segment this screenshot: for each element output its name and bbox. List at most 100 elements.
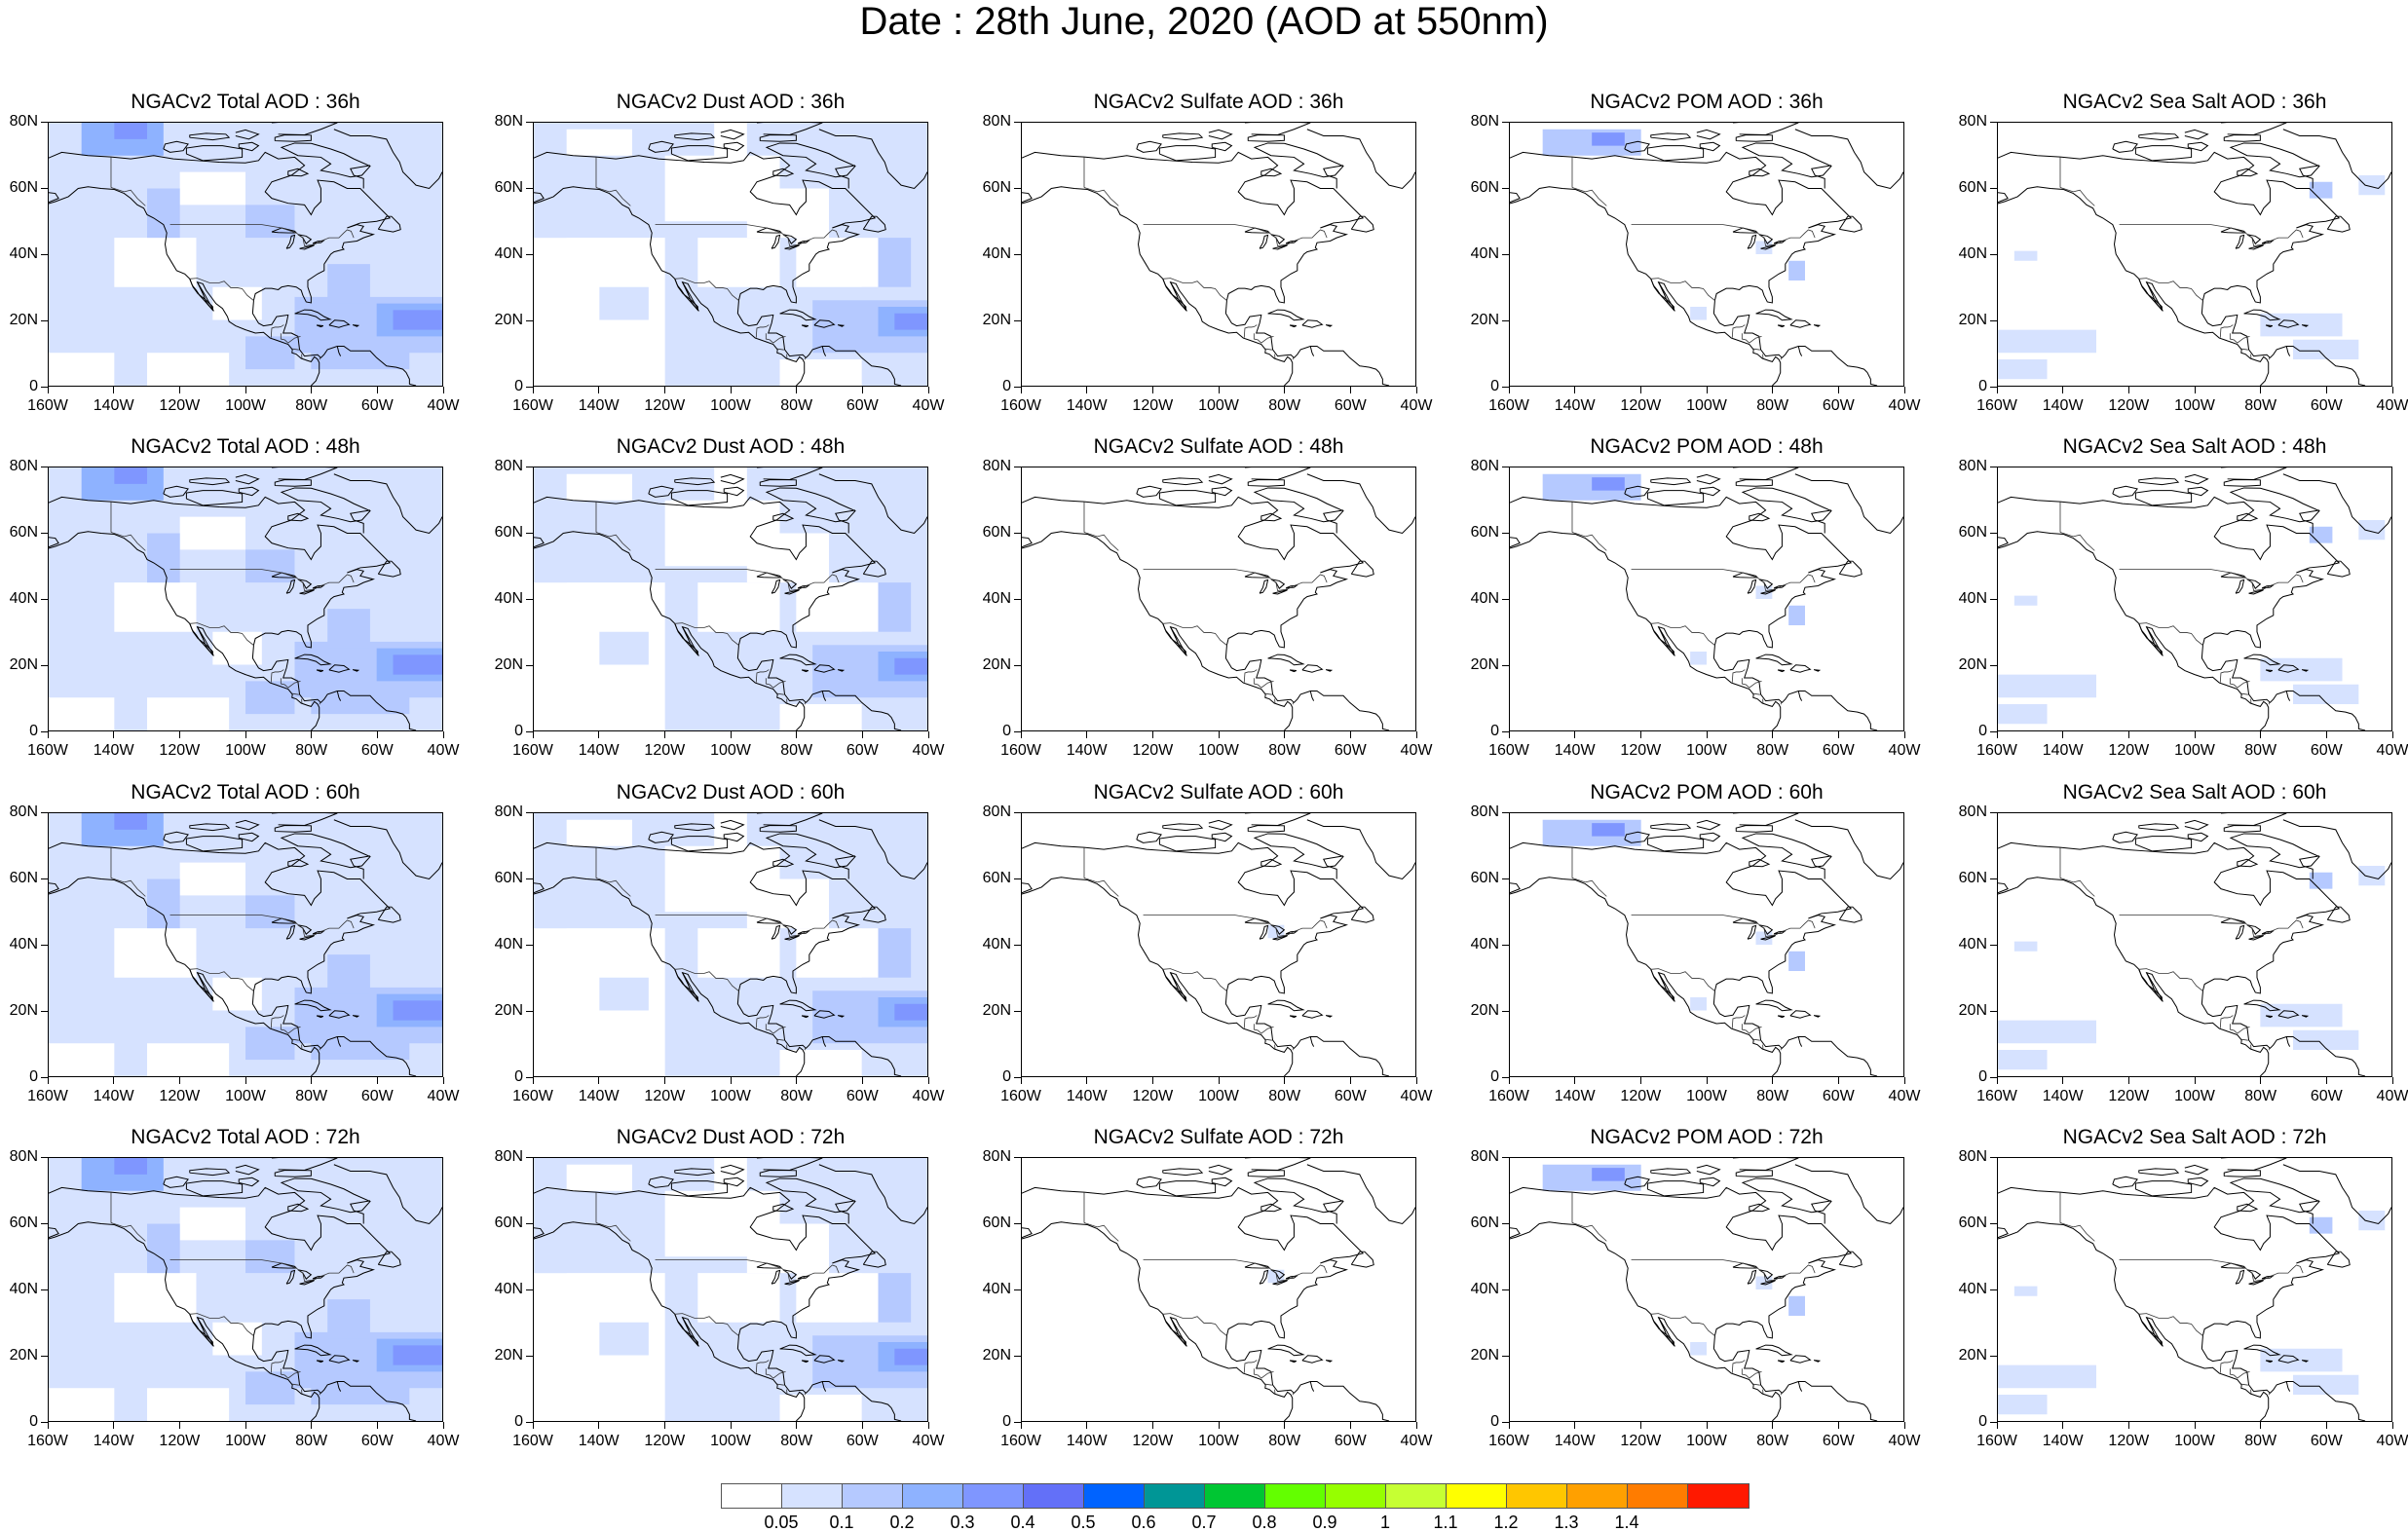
- y-tick-mark: [1014, 254, 1021, 255]
- x-tick-mark: [1772, 1077, 1773, 1084]
- map-canvas: [1510, 123, 1903, 386]
- aod-shading-cell: [1998, 1395, 2048, 1414]
- aod-shading-cell: [245, 1371, 295, 1404]
- x-tick-mark: [1904, 731, 1905, 738]
- y-tick-mark: [1990, 665, 1997, 666]
- aod-shading-cell: [147, 697, 229, 730]
- country-border: [1732, 670, 1745, 683]
- aod-shading-cell: [567, 474, 632, 501]
- aod-shading-cell: [311, 1037, 409, 1061]
- country-border: [2220, 670, 2233, 683]
- y-tick-label: 40N: [10, 590, 38, 608]
- aod-shading-cell: [114, 123, 147, 139]
- y-tick-mark: [41, 320, 48, 321]
- y-tick-mark: [1014, 387, 1021, 388]
- panel-title: NGACv2 Total AOD : 60h: [48, 781, 443, 804]
- coastline: [1748, 925, 1755, 939]
- y-tick-label: 60N: [495, 524, 523, 542]
- colorbar-swatch: [1688, 1484, 1749, 1508]
- x-tick-mark: [1021, 387, 1022, 393]
- aod-shading-cell: [1543, 130, 1641, 156]
- coastline: [2231, 488, 2319, 522]
- map-canvas: [534, 123, 927, 386]
- x-tick-mark: [862, 1422, 863, 1429]
- x-tick-label: 140W: [2043, 1433, 2084, 1450]
- x-tick-mark: [1574, 1077, 1575, 1084]
- x-tick-mark: [377, 731, 378, 738]
- x-tick-label: 40W: [1889, 1088, 1921, 1105]
- x-tick-label: 160W: [27, 397, 68, 415]
- y-tick-label: 60N: [10, 179, 38, 197]
- y-tick-mark: [41, 1077, 48, 1078]
- map-canvas: [49, 467, 442, 730]
- x-tick-mark: [1574, 731, 1575, 738]
- x-tick-label: 80W: [2244, 1088, 2276, 1105]
- x-tick-label: 80W: [295, 742, 327, 760]
- x-tick-mark: [2392, 1422, 2393, 1429]
- y-tick-mark: [1014, 1289, 1021, 1290]
- colorbar-label: 0.8: [1252, 1513, 1276, 1532]
- x-tick-mark: [1086, 1077, 1087, 1084]
- country-border: [2230, 1368, 2249, 1378]
- aod-shading-cell: [780, 1395, 862, 1421]
- map-panel: [533, 1157, 928, 1422]
- aod-shading-cell: [780, 704, 862, 730]
- map-panel: [1997, 467, 2392, 731]
- x-tick-label: 60W: [1823, 1433, 1855, 1450]
- aod-shading-cell: [1998, 1050, 2048, 1069]
- y-tick-mark: [1502, 387, 1509, 388]
- x-tick-label: 160W: [1000, 397, 1041, 415]
- map-panel: [533, 467, 928, 731]
- x-tick-mark: [598, 1422, 599, 1429]
- x-tick-label: 100W: [1198, 1433, 1239, 1450]
- y-tick-mark: [41, 665, 48, 666]
- coastline: [2185, 1165, 2208, 1174]
- x-tick-mark: [1086, 731, 1087, 738]
- x-tick-label: 140W: [94, 1088, 134, 1105]
- y-tick-mark: [41, 878, 48, 879]
- aod-shading-cell: [599, 978, 649, 1011]
- y-tick-mark: [1502, 1011, 1509, 1012]
- panel-title: NGACv2 Sea Salt AOD : 60h: [1997, 781, 2392, 804]
- x-tick-label: 120W: [644, 1088, 685, 1105]
- aod-shading-cell: [311, 347, 409, 370]
- x-tick-label: 140W: [579, 1433, 620, 1450]
- x-tick-mark: [179, 387, 180, 393]
- x-tick-label: 100W: [225, 742, 266, 760]
- coastline: [1510, 859, 1781, 1076]
- y-tick-label: 0: [1978, 378, 1987, 395]
- panel-title: NGACv2 Dust AOD : 36h: [533, 91, 928, 114]
- aod-shading-cell: [394, 1000, 443, 1020]
- coastline: [1209, 820, 1232, 829]
- coastline: [1268, 1000, 1303, 1011]
- aod-shading-cell: [147, 1224, 180, 1274]
- x-tick-label: 40W: [913, 397, 945, 415]
- y-tick-mark: [1014, 1356, 1021, 1357]
- coastline: [1736, 480, 1772, 487]
- map-canvas: [1022, 467, 1415, 730]
- aod-shading-cell: [534, 1208, 567, 1274]
- aod-shading-cell: [2014, 942, 2038, 952]
- coastline: [1697, 1165, 1720, 1174]
- y-tick-label: 0: [514, 1068, 523, 1086]
- aod-shading-cell: [394, 654, 443, 674]
- aod-shading-cell: [2260, 314, 2342, 337]
- y-tick-label: 0: [1490, 378, 1499, 395]
- map-panel: [1509, 1157, 1904, 1422]
- colorbar-label: 0.5: [1071, 1513, 1095, 1532]
- coastline: [1326, 670, 1332, 672]
- country-border: [1163, 1314, 1227, 1336]
- x-tick-label: 120W: [2108, 742, 2149, 760]
- coastline: [2231, 143, 2319, 177]
- x-tick-label: 100W: [225, 397, 266, 415]
- x-tick-mark: [2128, 1077, 2129, 1084]
- y-tick-label: 0: [29, 378, 38, 395]
- x-tick-mark: [1640, 387, 1641, 393]
- coastline: [1260, 1270, 1267, 1284]
- aod-shading-cell: [697, 582, 779, 632]
- x-tick-label: 40W: [1889, 742, 1921, 760]
- coastline: [1510, 168, 1781, 386]
- y-tick-mark: [1990, 1289, 1997, 1290]
- x-tick-mark: [245, 731, 246, 738]
- colorbar-swatch: [1386, 1484, 1447, 1508]
